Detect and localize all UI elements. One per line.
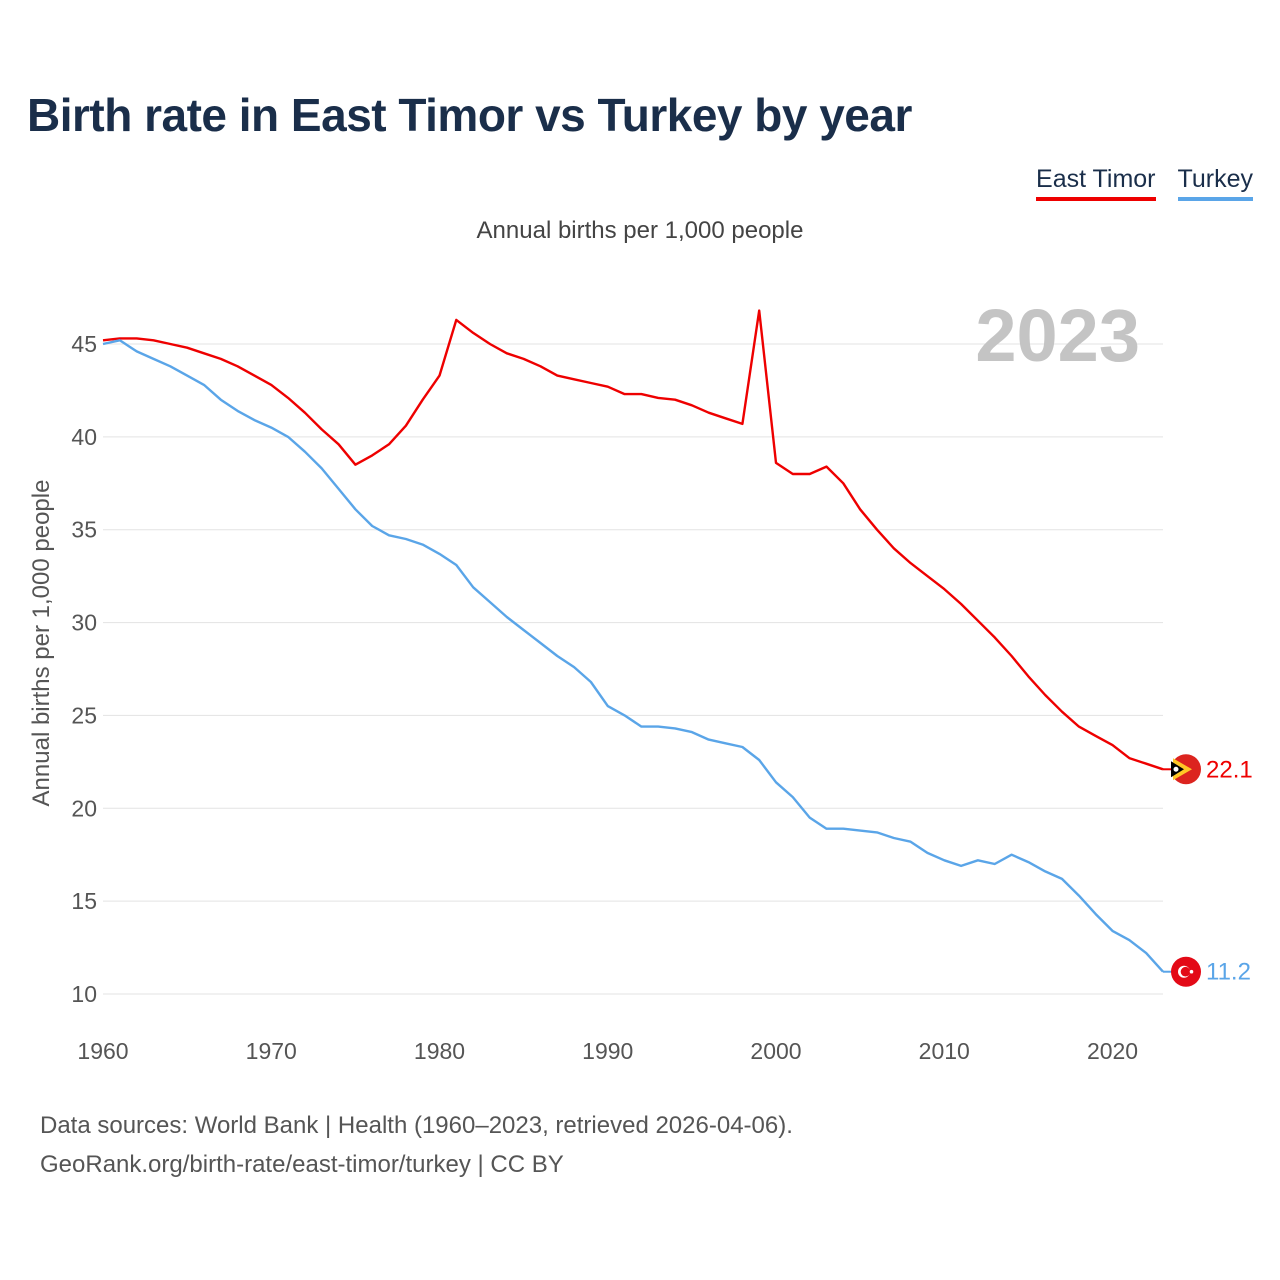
end-value-label-east-timor: 22.1	[1206, 756, 1253, 783]
x-tick-label: 1960	[77, 1038, 128, 1064]
y-tick-label: 20	[71, 795, 97, 821]
y-tick-label: 15	[71, 888, 97, 914]
y-tick-label: 10	[71, 981, 97, 1007]
x-tick-label: 1980	[414, 1038, 465, 1064]
legend-item-turkey[interactable]: Turkey	[1177, 165, 1253, 201]
y-tick-label: 25	[71, 702, 97, 728]
y-tick-label: 40	[71, 424, 97, 450]
end-value-label-turkey: 11.2	[1206, 959, 1251, 986]
chart-title: Birth rate in East Timor vs Turkey by ye…	[27, 89, 912, 141]
flag-turkey-icon	[1180, 966, 1191, 977]
legend-item-east-timor[interactable]: East Timor	[1036, 165, 1156, 201]
x-tick-label: 2010	[919, 1038, 970, 1064]
series-line-turkey[interactable]	[102, 339, 1164, 973]
x-tick-label: 2000	[750, 1038, 801, 1064]
x-tick-label: 1990	[582, 1038, 633, 1064]
x-tick-label: 1970	[246, 1038, 297, 1064]
legend: East Timor Turkey	[1036, 165, 1253, 201]
flag-turkey-icon	[1189, 969, 1194, 974]
year-overlay: 2023	[975, 294, 1140, 377]
y-tick-label: 35	[71, 517, 97, 543]
chart-subtitle: Annual births per 1,000 people	[476, 217, 804, 244]
y-tick-label: 45	[71, 331, 97, 357]
flag-east-timor-icon	[1173, 766, 1179, 772]
y-tick-label: 30	[71, 610, 97, 636]
source-line-2[interactable]: GeoRank.org/birth-rate/east-timor/turkey…	[40, 1151, 564, 1178]
series-line-east-timor[interactable]	[102, 309, 1164, 771]
x-tick-label: 2020	[1087, 1038, 1138, 1064]
source-line-1: Data sources: World Bank | Health (1960–…	[40, 1112, 793, 1139]
source-note: Data sources: World Bank | Health (1960–…	[40, 1106, 793, 1184]
